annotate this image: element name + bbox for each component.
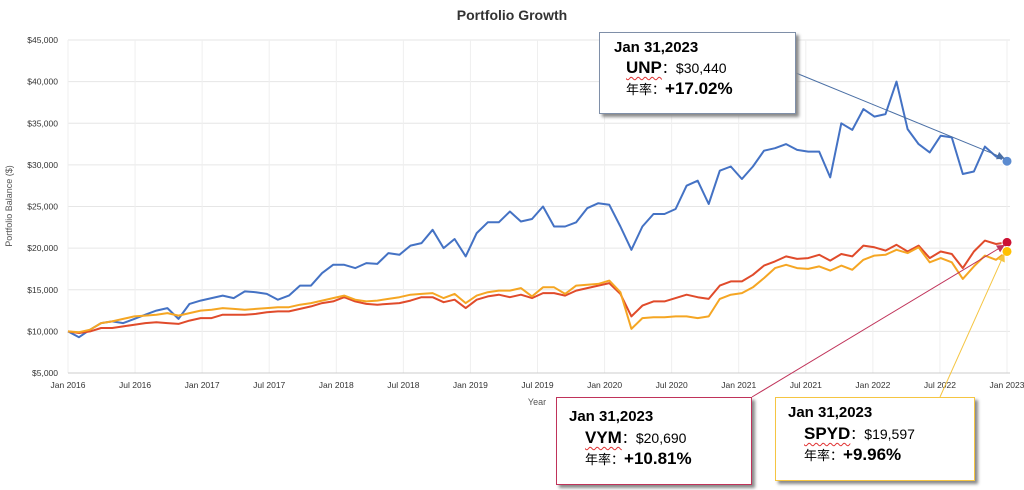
y-tick-label: $10,000 bbox=[27, 326, 58, 336]
y-tick-label: $20,000 bbox=[27, 243, 58, 253]
x-tick-label: Jul 2018 bbox=[387, 380, 419, 390]
x-tick-label: Jul 2016 bbox=[119, 380, 151, 390]
callout-unp-value: $30,440 bbox=[675, 60, 727, 76]
x-tick-label: Jul 2017 bbox=[253, 380, 285, 390]
y-axis-title: Portfolio Balance ($) bbox=[4, 165, 14, 247]
leader-spyd bbox=[939, 253, 1005, 398]
y-axis-ticks: $5,000 $10,000 $15,000 $20,000 $25,000 $30,00… bbox=[27, 35, 58, 378]
callout-vym-sep: ： bbox=[621, 430, 636, 446]
callout-vym-value: $20,690 bbox=[635, 430, 687, 446]
callout-unp-date: Jan 31,2023 bbox=[614, 39, 699, 56]
x-tick-label: Jan 2021 bbox=[721, 380, 756, 390]
x-tick-label: Jul 2020 bbox=[656, 380, 688, 390]
callout-spyd-ticker: SPYD bbox=[804, 424, 851, 443]
callout-spyd-value: $19,597 bbox=[864, 426, 915, 442]
y-tick-label: $40,000 bbox=[27, 77, 58, 87]
x-tick-label: Jul 2022 bbox=[924, 380, 956, 390]
x-tick-label: Jan 2019 bbox=[453, 380, 488, 390]
callout-leader-lines bbox=[751, 72, 1005, 398]
y-tick-label: $25,000 bbox=[27, 202, 58, 212]
series-line-vym bbox=[67, 239, 1008, 334]
y-tick-label: $5,000 bbox=[32, 368, 58, 378]
callout-unp-ticker: UNP bbox=[626, 58, 662, 77]
callout-spyd-annual: +9.96% bbox=[843, 445, 902, 464]
leader-vym bbox=[751, 244, 1005, 398]
series-line-spyd bbox=[67, 246, 1008, 334]
callout-vym-date: Jan 31,2023 bbox=[569, 408, 654, 425]
x-tick-label: Jan 2018 bbox=[319, 380, 354, 390]
callout-unp-annual-label: 年率： bbox=[626, 83, 666, 98]
callout-vym-ticker: VYM bbox=[585, 428, 622, 447]
callout-spyd-date: Jan 31,2023 bbox=[788, 404, 873, 421]
series-lines bbox=[67, 80, 1013, 339]
callout-spyd: Jan 31,2023 SPYD：$19,597 年率：+9.96% bbox=[775, 397, 975, 481]
x-tick-label: Jan 2016 bbox=[51, 380, 86, 390]
y-tick-label: $30,000 bbox=[27, 160, 58, 170]
x-tick-label: Jan 2023 bbox=[990, 380, 1024, 390]
callout-unp-sep: ： bbox=[661, 60, 676, 76]
callout-vym-annual: +10.81% bbox=[624, 449, 692, 468]
x-tick-label: Jan 2017 bbox=[185, 380, 220, 390]
callout-unp: Jan 31,2023 UNP：$30,440 年率：+17.02% bbox=[599, 32, 796, 114]
series-line-unp bbox=[67, 80, 1008, 339]
y-tick-label: $45,000 bbox=[27, 35, 58, 45]
chart-title: Portfolio Growth bbox=[457, 7, 567, 23]
y-tick-label: $35,000 bbox=[27, 118, 58, 128]
gridlines bbox=[67, 39, 1010, 374]
callout-vym-annual-label: 年率： bbox=[585, 453, 625, 468]
callout-spyd-annual-label: 年率： bbox=[804, 449, 844, 464]
callout-vym: Jan 31,2023 VYM：$20,690 年率：+10.81% bbox=[556, 397, 752, 485]
x-axis-ticks: Jan 2016 Jul 2016 Jan 2017 Jul 2017 Jan 2018… bbox=[51, 380, 1024, 390]
callout-spyd-sep: ： bbox=[850, 426, 865, 442]
x-tick-label: Jan 2022 bbox=[855, 380, 890, 390]
y-tick-label: $15,000 bbox=[27, 285, 58, 295]
x-axis-title: Year bbox=[528, 397, 546, 407]
leader-unp bbox=[795, 72, 1005, 160]
x-tick-label: Jul 2021 bbox=[790, 380, 822, 390]
callout-unp-annual: +17.02% bbox=[665, 79, 733, 98]
x-tick-label: Jan 2020 bbox=[587, 380, 622, 390]
x-tick-label: Jul 2019 bbox=[521, 380, 553, 390]
